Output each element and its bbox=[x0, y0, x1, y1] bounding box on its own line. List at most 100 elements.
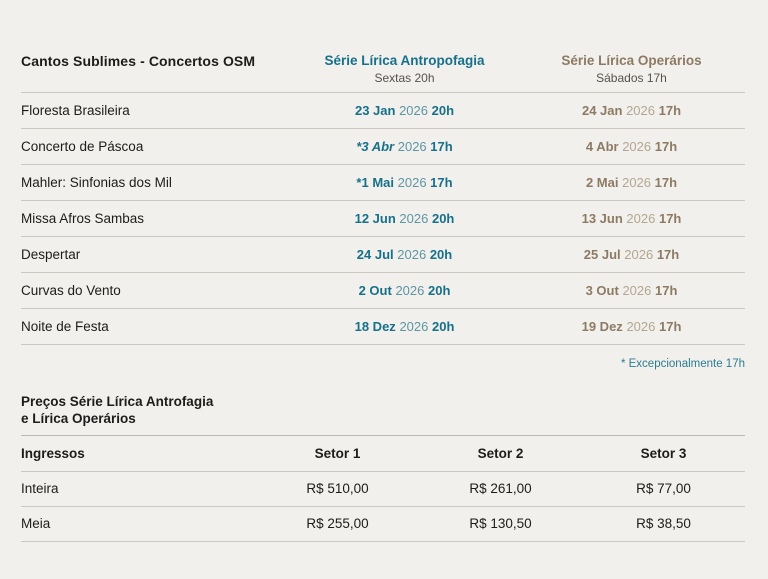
date-time: 20h bbox=[431, 211, 455, 226]
price-setor1: R$ 255,00 bbox=[306, 516, 369, 532]
column-name: Série Lírica Operários bbox=[561, 53, 702, 68]
operarios-date-cell: 4 Abr 2026 17h bbox=[518, 139, 745, 154]
date-day: 25 Jul bbox=[583, 247, 621, 262]
prices-header-setor3: Setor 3 bbox=[640, 445, 687, 461]
schedule-title: Cantos Sublimes - Concertos OSM bbox=[21, 53, 256, 69]
date-year: 2026 bbox=[399, 211, 429, 226]
operarios-date-cell: 3 Out 2026 17h bbox=[518, 283, 745, 298]
date-time: 17h bbox=[658, 319, 682, 334]
price-row: Meia R$ 255,00 R$ 130,50 R$ 38,50 bbox=[21, 507, 745, 542]
operarios-date-cell: 2 Mai 2026 17h bbox=[518, 175, 745, 190]
column-header-antropofagia: Série Lírica Antropofagia Sextas 20h bbox=[291, 53, 518, 85]
schedule-row: Missa Afros Sambas 12 Jun 2026 20h 13 Ju… bbox=[21, 201, 745, 237]
schedule-row: Despertar 24 Jul 2026 20h 25 Jul 2026 17… bbox=[21, 237, 745, 273]
program-title: Noite de Festa bbox=[21, 319, 109, 334]
date-time: 17h bbox=[655, 283, 678, 298]
date-year: 2026 bbox=[397, 175, 427, 190]
price-setor3: R$ 38,50 bbox=[636, 516, 691, 532]
date-year: 2026 bbox=[399, 319, 429, 334]
antropofagia-date-cell: 18 Dez 2026 20h bbox=[291, 319, 518, 334]
date-time: 17h bbox=[430, 139, 453, 154]
schedule-row: Curvas do Vento 2 Out 2026 20h 3 Out 202… bbox=[21, 273, 745, 309]
program-title: Missa Afros Sambas bbox=[21, 211, 145, 226]
program-title: Floresta Brasileira bbox=[21, 103, 130, 118]
program-title: Curvas do Vento bbox=[21, 283, 121, 298]
antropofagia-date-cell: 12 Jun 2026 20h bbox=[291, 211, 518, 226]
prices-heading-line1: Preços Série Lírica Antrofagia bbox=[21, 394, 214, 409]
antropofagia-date-cell: *3 Abr 2026 17h bbox=[291, 139, 518, 154]
date-day: 13 Jun bbox=[581, 211, 623, 226]
column-header-operarios: Série Lírica Operários Sábados 17h bbox=[518, 53, 745, 85]
schedule-header: Cantos Sublimes - Concertos OSM Série Lí… bbox=[21, 0, 745, 93]
price-setor2: R$ 261,00 bbox=[469, 481, 532, 497]
schedule-rows: Floresta Brasileira 23 Jan 2026 20h 24 J… bbox=[21, 93, 745, 345]
date-year: 2026 bbox=[622, 283, 652, 298]
date-day: 3 Out bbox=[585, 283, 619, 298]
date-day: 23 Jan bbox=[354, 103, 396, 118]
operarios-date-cell: 25 Jul 2026 17h bbox=[518, 247, 745, 262]
schedule-row: Floresta Brasileira 23 Jan 2026 20h 24 J… bbox=[21, 93, 745, 129]
antropofagia-date-cell: 2 Out 2026 20h bbox=[291, 283, 518, 298]
date-time: 20h bbox=[428, 283, 451, 298]
date-year: 2026 bbox=[626, 211, 656, 226]
date-time: 20h bbox=[431, 319, 455, 334]
ticket-type-label: Meia bbox=[21, 516, 51, 532]
program-title: Concerto de Páscoa bbox=[21, 139, 144, 154]
schedule-row: Noite de Festa 18 Dez 2026 20h 19 Dez 20… bbox=[21, 309, 745, 345]
operarios-date-cell: 24 Jan 2026 17h bbox=[518, 103, 745, 118]
date-year: 2026 bbox=[622, 139, 652, 154]
date-year: 2026 bbox=[626, 103, 655, 118]
date-year: 2026 bbox=[622, 175, 652, 190]
column-name: Série Lírica Antropofagia bbox=[324, 53, 485, 68]
price-row: Inteira R$ 510,00 R$ 261,00 R$ 77,00 bbox=[21, 472, 745, 507]
date-year: 2026 bbox=[624, 247, 654, 262]
antropofagia-date-cell: 24 Jul 2026 20h bbox=[291, 247, 518, 262]
page: Cantos Sublimes - Concertos OSM Série Lí… bbox=[21, 0, 745, 542]
date-day: 24 Jan bbox=[581, 103, 623, 118]
date-year: 2026 bbox=[626, 319, 656, 334]
date-day: 19 Dez bbox=[581, 319, 623, 334]
prices-header-setor2: Setor 2 bbox=[477, 445, 524, 461]
prices-header-row: Ingressos Setor 1 Setor 2 Setor 3 bbox=[21, 436, 745, 472]
prices-heading-line2: e Lírica Operários bbox=[21, 410, 136, 426]
date-time: 20h bbox=[429, 247, 453, 262]
date-day: 2 Mai bbox=[585, 175, 619, 190]
price-setor2: R$ 130,50 bbox=[469, 516, 532, 532]
operarios-date-cell: 19 Dez 2026 17h bbox=[518, 319, 745, 334]
date-day: 24 Jul bbox=[356, 247, 394, 262]
ticket-type-label: Inteira bbox=[21, 481, 59, 497]
date-day: *3 Abr bbox=[356, 139, 395, 154]
date-day: 18 Dez bbox=[354, 319, 396, 334]
date-year: 2026 bbox=[395, 283, 425, 298]
column-subtitle: Sextas 20h bbox=[374, 71, 435, 85]
antropofagia-date-cell: 23 Jan 2026 20h bbox=[291, 103, 518, 118]
prices-header-setor1: Setor 1 bbox=[314, 445, 361, 461]
date-day: 4 Abr bbox=[585, 139, 619, 154]
schedule-row: Concerto de Páscoa *3 Abr 2026 17h 4 Abr… bbox=[21, 129, 745, 165]
date-time: 17h bbox=[658, 211, 682, 226]
date-time: 17h bbox=[654, 139, 678, 154]
date-year: 2026 bbox=[397, 139, 427, 154]
schedule-footnote: * Excepcionalmente 17h bbox=[620, 358, 745, 370]
date-year: 2026 bbox=[399, 103, 428, 118]
operarios-date-cell: 13 Jun 2026 17h bbox=[518, 211, 745, 226]
date-day: *1 Mai bbox=[356, 175, 394, 190]
prices-heading: Preços Série Lírica Antrofagia e Lírica … bbox=[21, 394, 745, 436]
price-setor3: R$ 77,00 bbox=[636, 481, 691, 497]
date-time: 17h bbox=[658, 103, 682, 118]
date-day: 2 Out bbox=[358, 283, 392, 298]
column-subtitle: Sábados 17h bbox=[596, 71, 667, 85]
date-year: 2026 bbox=[397, 247, 427, 262]
program-title: Despertar bbox=[21, 247, 81, 262]
program-title: Mahler: Sinfonias dos Mil bbox=[21, 175, 172, 190]
price-setor1: R$ 510,00 bbox=[306, 481, 369, 497]
date-time: 17h bbox=[430, 175, 453, 190]
schedule-row: Mahler: Sinfonias dos Mil *1 Mai 2026 17… bbox=[21, 165, 745, 201]
date-day: 12 Jun bbox=[354, 211, 396, 226]
prices-header-label: Ingressos bbox=[21, 445, 85, 461]
antropofagia-date-cell: *1 Mai 2026 17h bbox=[291, 175, 518, 190]
date-time: 17h bbox=[656, 247, 680, 262]
price-rows: Inteira R$ 510,00 R$ 261,00 R$ 77,00 Mei… bbox=[21, 472, 745, 542]
date-time: 20h bbox=[431, 103, 455, 118]
date-time: 17h bbox=[654, 175, 678, 190]
